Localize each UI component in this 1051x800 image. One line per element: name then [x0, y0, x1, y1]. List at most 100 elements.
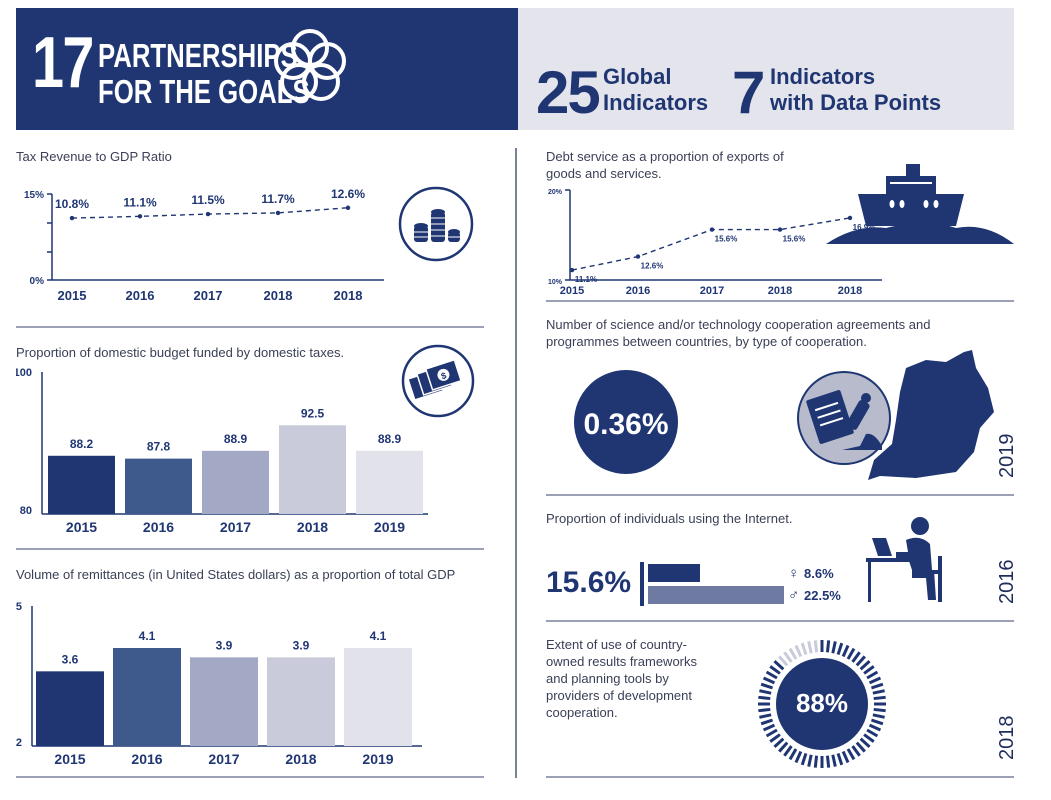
goal-name: PARTNERSHIPS FOR THE GOALS — [98, 38, 310, 110]
tax-chart-title: Tax Revenue to GDP Ratio — [16, 149, 172, 164]
gauge-tick — [773, 660, 785, 671]
data-indicators-label: Indicators with Data Points — [770, 64, 942, 115]
bar-value-label: 3.9 — [293, 638, 310, 652]
science-title: Number of science and/or technology coop… — [546, 317, 931, 349]
bar — [202, 450, 269, 514]
bar-value-label: 87.8 — [147, 440, 171, 454]
goal-name-line2: FOR THE GOALS — [98, 73, 310, 110]
x-tick-label: 2019 — [374, 519, 405, 535]
gauge-tick — [859, 660, 871, 671]
male-icon: ♂ — [788, 587, 799, 604]
gauge-tick — [873, 707, 886, 713]
gauge-tick — [851, 651, 861, 663]
data-point — [69, 215, 75, 221]
y-tick-label: 15% — [24, 190, 44, 201]
bar — [356, 450, 423, 514]
y-tick-label: 20% — [548, 189, 563, 196]
gauge-tick — [866, 728, 879, 738]
section-rule — [16, 776, 484, 778]
gauge-tick — [859, 737, 871, 748]
section-rule — [546, 620, 1014, 622]
data-indicators-count: 7 — [732, 59, 765, 126]
gauge-tick — [831, 641, 837, 654]
data-point — [635, 254, 641, 259]
gauge-tick — [855, 655, 866, 667]
gauge-tick — [836, 642, 844, 656]
data-label: 16.9% — [853, 223, 876, 232]
female-bar — [648, 564, 700, 582]
debt-chart-title: Debt service as a proportion of exports … — [546, 149, 784, 181]
data-label: 11.1% — [575, 275, 597, 284]
bar-value-label: 92.5 — [301, 406, 325, 420]
gauge-tick — [831, 754, 837, 767]
data-point — [569, 267, 575, 273]
gauge-tick — [760, 718, 774, 726]
debt-line-chart: 20% 10% 11.1%2015 12.6% 2016 15.6% 2017 15.6% 20… — [548, 189, 882, 297]
global-indicators-count: 25 — [536, 59, 601, 126]
y-tick-label: 10% — [548, 279, 563, 286]
bar-value-label: 4.1 — [370, 629, 387, 643]
bar-value-label: 3.9 — [216, 638, 233, 652]
section-rule — [546, 494, 1014, 496]
y-tick-label: 80 — [20, 505, 32, 517]
x-tick-label: 2017 — [700, 285, 724, 297]
x-tick-label: 2015 — [560, 285, 584, 297]
gauge-tick — [807, 641, 813, 654]
x-tick-label: 2015 — [66, 519, 97, 535]
section-rule — [546, 300, 1014, 302]
goal-name-line1: PARTNERSHIPS — [98, 37, 298, 74]
science-value-circle — [574, 370, 678, 474]
bar — [279, 425, 346, 514]
x-tick-label: 2016 — [626, 285, 650, 297]
data-point — [275, 210, 281, 216]
money-icon: $ — [401, 344, 475, 418]
x-tick-label: 2015 — [54, 751, 85, 767]
gauge-tick — [778, 741, 789, 753]
y-tick-label: 5 — [16, 601, 22, 613]
gauge-tick — [870, 682, 884, 690]
budget-bar-chart: 100 80 88.2 2015 87.8 2016 88.9 2017 92.5 2018 88.… — [16, 367, 428, 535]
gauge-tick — [872, 689, 885, 695]
gauge-tick — [825, 640, 831, 653]
gauge-tick — [863, 665, 875, 675]
y-tick-label: 100 — [16, 367, 32, 379]
y-tick-label: 2 — [16, 737, 22, 749]
uganda-map-icon — [868, 350, 994, 480]
gauge-tick — [783, 651, 793, 663]
coins-icon — [398, 186, 474, 262]
gauge-tick — [760, 682, 774, 690]
gauge-tick — [758, 707, 771, 713]
gauge-tick — [846, 647, 856, 660]
gauge-tick — [825, 755, 831, 768]
section-rule — [546, 776, 1014, 778]
gauge-tick — [873, 695, 886, 701]
bar-value-label: 3.6 — [62, 652, 79, 666]
data-label: 11.1% — [123, 195, 157, 209]
gauge-tick — [851, 745, 861, 757]
data-label: 12.6% — [641, 262, 664, 271]
x-tick-label: 2017 — [208, 751, 239, 767]
series-line — [571, 217, 851, 271]
internet-gender-bars: ♀ 8.6% ♂ 22.5% — [640, 562, 841, 606]
gauge-tick — [788, 647, 798, 660]
gauge-tick — [868, 723, 882, 732]
gauge-center — [776, 658, 868, 750]
bar-value-label: 22.5% — [804, 588, 841, 603]
bar-value-label: 8.6% — [804, 566, 834, 581]
internet-year: 2016 — [996, 559, 1018, 605]
gauge-tick — [765, 728, 778, 738]
gauge-tick — [759, 689, 772, 695]
data-point — [709, 227, 715, 232]
x-tick-label: 2018 — [285, 751, 316, 767]
data-point — [345, 205, 351, 210]
x-tick-label: 2018 — [297, 519, 328, 535]
bar-value-label: 4.1 — [139, 629, 156, 643]
gauge-tick — [868, 676, 882, 685]
x-tick-label: 2017 — [194, 288, 223, 303]
gauge-tick — [769, 665, 781, 675]
microscope-icon — [797, 371, 891, 465]
data-point — [205, 211, 211, 217]
bar-value-label: 88.2 — [70, 437, 94, 451]
x-tick-label: 2019 — [362, 751, 393, 767]
gauge-tick — [762, 676, 776, 685]
